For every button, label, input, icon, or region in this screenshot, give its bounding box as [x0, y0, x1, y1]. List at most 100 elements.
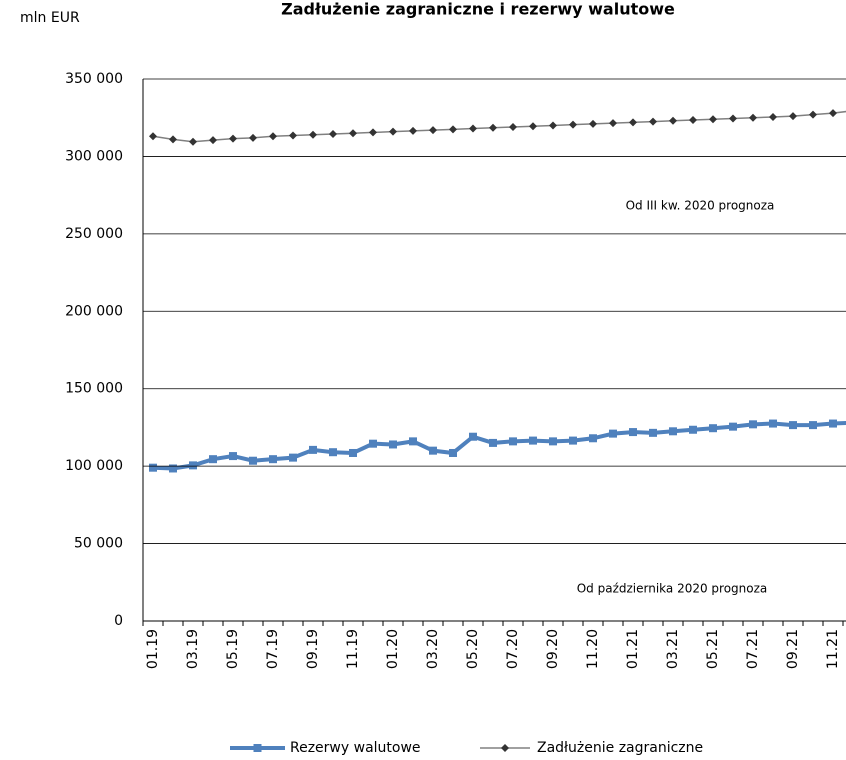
- point: [349, 129, 357, 138]
- point: [409, 437, 417, 446]
- point: [209, 136, 217, 145]
- y-axis-label: mln EUR: [20, 10, 80, 26]
- plot: [149, 109, 846, 473]
- point: [809, 110, 817, 119]
- x-tick-label: 11.21: [825, 629, 841, 669]
- point: [569, 436, 577, 445]
- point: [689, 425, 697, 434]
- point: [189, 137, 197, 146]
- point: [729, 114, 737, 123]
- point: [709, 424, 717, 433]
- y-tick-label: 300 000: [65, 148, 123, 164]
- x-tick-label: 05.19: [225, 629, 241, 669]
- annotation: Od października 2020 prognoza: [577, 582, 768, 596]
- point: [529, 122, 537, 131]
- y-tick-label: 150 000: [65, 381, 123, 397]
- x-tick-label: 05.20: [465, 629, 481, 669]
- point: [389, 127, 397, 136]
- point: [489, 438, 497, 447]
- x-tick-label: 07.19: [265, 629, 281, 669]
- point: [429, 446, 437, 455]
- point: [269, 132, 277, 141]
- point: [549, 437, 557, 446]
- point: [469, 124, 477, 133]
- point: [289, 453, 297, 462]
- x-tick-label: 07.20: [505, 629, 521, 669]
- y-tick-label: 0: [114, 613, 123, 629]
- point: [349, 448, 357, 457]
- point: [409, 126, 417, 135]
- point: [369, 439, 377, 448]
- x-tick-label: 01.19: [145, 629, 161, 669]
- point: [609, 429, 617, 438]
- point: [769, 112, 777, 121]
- x-tick-label: 01.21: [625, 629, 641, 669]
- point: [789, 112, 797, 121]
- point: [309, 445, 317, 454]
- point: [509, 123, 517, 132]
- point: [669, 427, 677, 436]
- annotation: Od III kw. 2020 prognoza: [626, 199, 775, 213]
- x-tick-label: 11.19: [345, 629, 361, 669]
- point: [649, 117, 657, 126]
- point: [509, 437, 517, 446]
- point: [249, 456, 257, 465]
- point: [569, 120, 577, 129]
- point: [229, 452, 237, 461]
- x-tick-label: 01.20: [385, 629, 401, 669]
- point: [389, 440, 397, 449]
- point: [689, 116, 697, 125]
- y-tick-label: 100 000: [65, 458, 123, 474]
- point: [669, 116, 677, 125]
- point: [189, 461, 197, 470]
- x-tick-label: 03.21: [665, 629, 681, 669]
- point: [149, 132, 157, 141]
- point: [169, 464, 177, 473]
- point: [629, 118, 637, 127]
- legend-label: Zadłużenie zagraniczne: [537, 740, 703, 756]
- point: [709, 115, 717, 124]
- point: [329, 129, 337, 138]
- y-tick-label: 200 000: [65, 303, 123, 319]
- point: [329, 448, 337, 457]
- x-tick-label: 09.19: [305, 629, 321, 669]
- point: [809, 421, 817, 430]
- x-tick-label: 07.21: [745, 629, 761, 669]
- point: [249, 133, 257, 142]
- point: [469, 432, 477, 441]
- point: [269, 455, 277, 464]
- point: [749, 420, 757, 429]
- y-tick-label: 350 000: [65, 71, 123, 87]
- point: [649, 428, 657, 437]
- point: [749, 113, 757, 122]
- x-tick-label: 11.20: [585, 629, 601, 669]
- x-tick-label: 03.20: [425, 629, 441, 669]
- point: [829, 109, 837, 118]
- point: [209, 455, 217, 464]
- y-tick-label: 50 000: [74, 536, 123, 552]
- point: [789, 421, 797, 430]
- point: [309, 130, 317, 139]
- y-tick-label: 250 000: [65, 226, 123, 242]
- point: [589, 434, 597, 443]
- point: [829, 419, 837, 428]
- point: [369, 128, 377, 137]
- point: [629, 428, 637, 437]
- point: [149, 463, 157, 472]
- point: [289, 131, 297, 140]
- x-tick-label: 03.19: [185, 629, 201, 669]
- x-tick-label: 09.20: [545, 629, 561, 669]
- point: [429, 126, 437, 135]
- point: [529, 436, 537, 445]
- point: [449, 125, 457, 134]
- point: [729, 422, 737, 431]
- chart-title: Zadłużenie zagraniczne i rezerwy walutow…: [281, 0, 675, 19]
- point: [549, 121, 557, 130]
- point: [589, 119, 597, 128]
- x-tick-label: 09.21: [785, 629, 801, 669]
- point: [609, 119, 617, 128]
- point: [229, 134, 237, 143]
- x-tick-label: 05.21: [705, 629, 721, 669]
